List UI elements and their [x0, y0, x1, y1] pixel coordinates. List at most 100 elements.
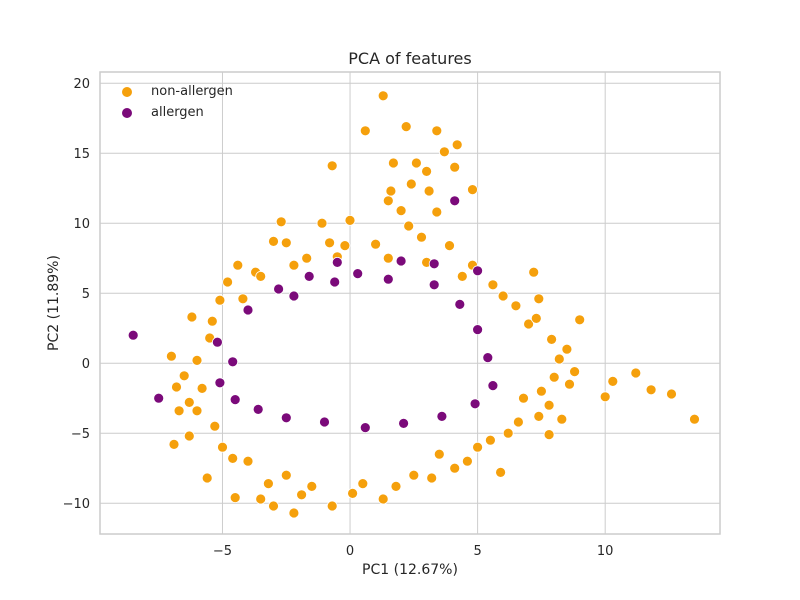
scatter-point-non-allergen [196, 382, 208, 394]
scatter-point-non-allergen [431, 125, 443, 137]
scatter-point-non-allergen [214, 294, 226, 306]
scatter-point-non-allergen [645, 384, 657, 396]
scatter-point-non-allergen [553, 353, 565, 365]
scatter-point-non-allergen [183, 430, 195, 442]
scatter-point-non-allergen [484, 434, 496, 446]
scatter-point-non-allergen [416, 231, 427, 243]
scatter-point-non-allergen [561, 343, 573, 355]
scatter-point-non-allergen [569, 366, 580, 378]
scatter-point-non-allergen [421, 165, 433, 177]
legend-marker-allergen [121, 107, 133, 119]
scatter-point-non-allergen [449, 462, 461, 474]
tick-labels: −5 0 5 10 −10 −5 0 5 10 15 20 [63, 77, 614, 559]
scatter-point-non-allergen [502, 427, 514, 439]
scatter-point-allergen [273, 283, 285, 295]
scatter-point-non-allergen [347, 487, 359, 499]
scatter-point-non-allergen [387, 157, 399, 169]
scatter-point-non-allergen [410, 157, 422, 169]
scatter-point-non-allergen [296, 489, 308, 501]
scatter-point-allergen [482, 352, 494, 364]
scatter-point-allergen [331, 256, 343, 268]
scatter-point-non-allergen [426, 472, 438, 484]
scatter-point-non-allergen [344, 214, 356, 226]
y-tick-label: 15 [73, 147, 90, 162]
scatter-point-non-allergen [451, 139, 463, 151]
scatter-point-non-allergen [171, 381, 182, 393]
scatter-point-non-allergen [513, 416, 524, 428]
series-non-allergen [165, 90, 700, 519]
y-tick-label: −10 [63, 497, 90, 512]
legend-label-allergen: allergen [151, 105, 204, 120]
scatter-point-non-allergen [324, 237, 336, 249]
scatter-point-non-allergen [630, 367, 642, 379]
scatter-point-allergen [214, 377, 226, 389]
scatter-point-allergen [398, 417, 410, 429]
scatter-point-allergen [472, 265, 484, 277]
scatter-point-non-allergen [191, 354, 203, 366]
scatter-point-non-allergen [510, 300, 522, 312]
scatter-point-non-allergen [232, 259, 244, 271]
scatter-point-non-allergen [472, 441, 484, 453]
scatter-point-allergen [280, 412, 292, 424]
scatter-point-non-allergen [382, 252, 394, 264]
scatter-point-non-allergen [607, 375, 619, 387]
scatter-point-allergen [395, 255, 407, 267]
scatter-point-non-allergen [165, 350, 177, 362]
x-axis-label: PC1 (12.67%) [362, 562, 458, 578]
scatter-point-non-allergen [400, 121, 412, 132]
scatter-point-allergen [227, 356, 239, 368]
scatter-point-allergen [303, 270, 315, 282]
scatter-point-non-allergen [201, 472, 213, 484]
scatter-point-non-allergen [222, 276, 234, 288]
scatter-point-allergen [454, 298, 466, 310]
scatter-point-non-allergen [574, 314, 586, 326]
scatter-point-non-allergen [408, 469, 420, 481]
scatter-point-non-allergen [326, 160, 338, 172]
scatter-point-non-allergen [528, 266, 540, 278]
plot-frame [99, 71, 721, 535]
scatter-point-non-allergen [548, 371, 560, 383]
x-tick-label: 10 [597, 544, 614, 559]
scatter-point-non-allergen [206, 315, 218, 327]
scatter-point-non-allergen [255, 493, 267, 505]
scatter-point-non-allergen [377, 493, 389, 505]
scatter-point-non-allergen [533, 293, 545, 305]
legend-label-non-allergen: non-allergen [151, 84, 233, 99]
scatter-point-non-allergen [467, 184, 478, 196]
y-tick-label: 10 [73, 217, 90, 232]
scatter-point-non-allergen [523, 318, 534, 330]
legend-marker-non-allergen [121, 86, 133, 98]
scatter-point-allergen [229, 394, 241, 406]
scatter-point-non-allergen [357, 478, 369, 490]
scatter-point-non-allergen [543, 399, 555, 411]
scatter-point-non-allergen [275, 216, 287, 228]
scatter-point-non-allergen [268, 500, 279, 512]
scatter-point-non-allergen [495, 466, 507, 478]
scatter-point-non-allergen [390, 480, 402, 492]
scatter-point-allergen [359, 422, 371, 434]
scatter-point-non-allergen [546, 333, 557, 345]
scatter-point-non-allergen [178, 370, 190, 382]
scatter-point-non-allergen [433, 448, 445, 460]
scatter-point-non-allergen [326, 500, 338, 512]
scatter-point-non-allergen [564, 378, 575, 390]
scatter-point-non-allergen [262, 478, 274, 490]
scatter-point-non-allergen [209, 420, 221, 432]
scatter-point-allergen [449, 195, 461, 207]
y-axis-label: PC2 (11.89%) [46, 255, 62, 351]
scatter-point-allergen [382, 273, 394, 285]
scatter-point-non-allergen [280, 469, 292, 481]
scatter-point-non-allergen [168, 438, 180, 450]
scatter-point-non-allergen [359, 125, 371, 137]
scatter-point-non-allergen [370, 238, 382, 250]
scatter-point-non-allergen [229, 492, 241, 504]
scatter-point-non-allergen [423, 185, 435, 197]
scatter-point-non-allergen [301, 252, 313, 264]
x-tick-label: 5 [473, 544, 481, 559]
scatter-point-non-allergen [385, 185, 397, 197]
scatter-point-non-allergen [533, 410, 545, 422]
scatter-point-non-allergen [306, 480, 318, 492]
scatter-point-allergen [242, 304, 254, 316]
scatter-point-allergen [487, 380, 499, 392]
